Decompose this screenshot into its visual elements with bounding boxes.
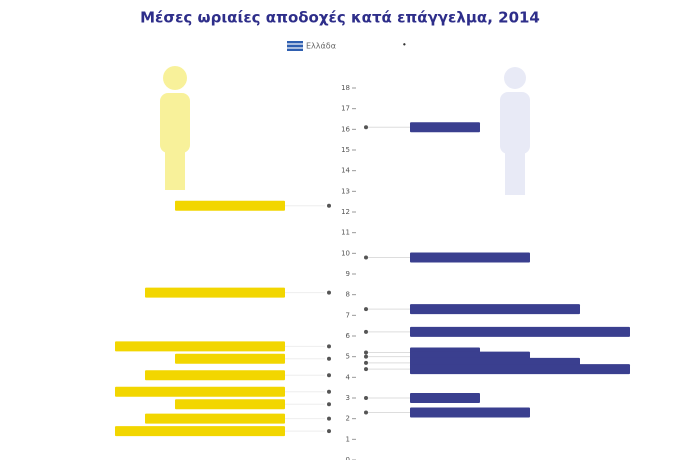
label-box	[145, 414, 285, 424]
dot	[364, 396, 368, 400]
label-box	[175, 201, 285, 211]
y-tick-label: 7	[346, 311, 350, 319]
y-tick-label: 17	[341, 105, 350, 113]
y-tick-label: 9	[346, 270, 350, 278]
dot	[364, 330, 368, 334]
dot	[364, 367, 368, 371]
dot	[327, 291, 331, 295]
y-tick-label: 16	[341, 125, 350, 133]
dropdown-arrow: •	[402, 41, 407, 50]
dot	[327, 373, 331, 377]
dot	[327, 390, 331, 394]
woman-figure	[160, 66, 190, 190]
y-tick-label: 0	[346, 456, 350, 460]
dot	[327, 429, 331, 433]
chart: Μέσες ωριαίες αποδοχές κατά επάγγελμα, 2…	[0, 0, 680, 460]
dot	[327, 357, 331, 361]
y-tick-label: 12	[341, 208, 350, 216]
man-figure	[500, 67, 530, 195]
y-tick-label: 1	[346, 435, 350, 443]
y-tick-label: 10	[341, 249, 350, 257]
y-tick-label: 6	[346, 332, 351, 340]
dot	[364, 255, 368, 259]
label-box	[410, 364, 630, 374]
label-box	[145, 288, 285, 298]
flag	[287, 41, 303, 51]
y-tick-label: 4	[346, 373, 351, 381]
label-box	[410, 327, 630, 337]
y-tick-label: 11	[341, 229, 350, 237]
label-box	[175, 399, 285, 409]
country-name: Ελλάδα	[306, 42, 336, 51]
dot	[327, 417, 331, 421]
y-tick-label: 8	[346, 291, 350, 299]
dot	[364, 307, 368, 311]
label-box	[410, 304, 580, 314]
y-tick-label: 5	[346, 353, 350, 361]
y-tick-label: 14	[341, 167, 350, 175]
label-box	[115, 341, 285, 351]
y-tick-label: 2	[346, 415, 350, 423]
dot	[364, 351, 368, 355]
y-tick-label: 13	[341, 187, 350, 195]
label-box	[115, 387, 285, 397]
label-box	[115, 426, 285, 436]
y-tick-label: 15	[341, 146, 350, 154]
label-box	[145, 370, 285, 380]
label-box	[410, 122, 480, 132]
label-box	[410, 252, 530, 262]
dot	[364, 410, 368, 414]
dot	[364, 125, 368, 129]
dot	[327, 344, 331, 348]
y-tick-label: 3	[346, 394, 350, 402]
label-box	[175, 354, 285, 364]
label-box	[410, 407, 530, 417]
label-box	[410, 393, 480, 403]
y-tick-label: 18	[341, 84, 350, 92]
country-selector[interactable]: Ελλάδα •	[287, 41, 407, 52]
dot	[327, 402, 331, 406]
dot	[364, 355, 368, 359]
dot	[327, 204, 331, 208]
dot	[364, 361, 368, 365]
chart-title: Μέσες ωριαίες αποδοχές κατά επάγγελμα, 2…	[140, 9, 540, 27]
